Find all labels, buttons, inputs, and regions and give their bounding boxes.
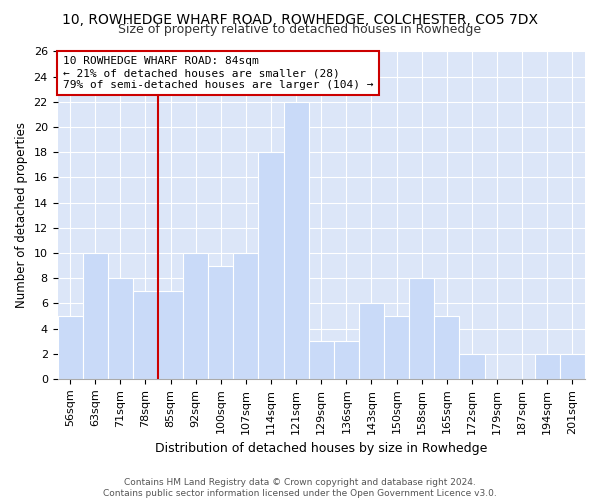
Bar bbox=[284, 102, 309, 379]
Bar bbox=[384, 316, 409, 379]
Text: Size of property relative to detached houses in Rowhedge: Size of property relative to detached ho… bbox=[118, 22, 482, 36]
Bar bbox=[133, 291, 158, 379]
Y-axis label: Number of detached properties: Number of detached properties bbox=[15, 122, 28, 308]
Bar bbox=[259, 152, 284, 379]
Bar bbox=[460, 354, 485, 379]
Bar bbox=[233, 253, 259, 379]
Bar bbox=[535, 354, 560, 379]
Bar bbox=[560, 354, 585, 379]
Text: 10 ROWHEDGE WHARF ROAD: 84sqm
← 21% of detached houses are smaller (28)
79% of s: 10 ROWHEDGE WHARF ROAD: 84sqm ← 21% of d… bbox=[63, 56, 373, 90]
Bar bbox=[108, 278, 133, 379]
X-axis label: Distribution of detached houses by size in Rowhedge: Distribution of detached houses by size … bbox=[155, 442, 487, 455]
Bar bbox=[409, 278, 434, 379]
Bar bbox=[183, 253, 208, 379]
Text: 10, ROWHEDGE WHARF ROAD, ROWHEDGE, COLCHESTER, CO5 7DX: 10, ROWHEDGE WHARF ROAD, ROWHEDGE, COLCH… bbox=[62, 12, 538, 26]
Bar bbox=[83, 253, 108, 379]
Bar bbox=[359, 304, 384, 379]
Bar bbox=[208, 266, 233, 379]
Bar bbox=[309, 341, 334, 379]
Bar bbox=[334, 341, 359, 379]
Text: Contains HM Land Registry data © Crown copyright and database right 2024.
Contai: Contains HM Land Registry data © Crown c… bbox=[103, 478, 497, 498]
Bar bbox=[58, 316, 83, 379]
Bar bbox=[434, 316, 460, 379]
Bar bbox=[158, 291, 183, 379]
